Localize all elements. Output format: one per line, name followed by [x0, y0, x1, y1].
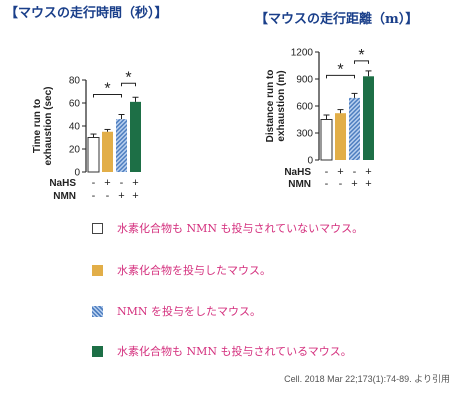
- treatment-sign: +: [351, 178, 357, 190]
- y-tick-label: 0: [74, 168, 80, 179]
- legend-text: 水素化合物も NMN も投与されていないマウス。: [117, 222, 364, 235]
- legend-swatch-green: [92, 345, 103, 357]
- significance-bracket: [121, 82, 136, 87]
- treatment-sign: +: [132, 177, 138, 189]
- treatment-sign: -: [339, 178, 343, 190]
- significance-bracket: [354, 60, 369, 64]
- right-chart-title: 【マウスの走行距離（m）】: [255, 12, 419, 27]
- y-axis-label-line: Distance run to: [265, 70, 276, 143]
- treatment-sign: +: [132, 190, 138, 202]
- treatment-sign: -: [106, 190, 110, 202]
- treatment-row-label: NMN: [53, 191, 76, 202]
- significance-star: *: [104, 81, 110, 98]
- y-tick-label: 1200: [291, 48, 314, 59]
- left-chart-title: 【マウスの走行時間（秒）】: [5, 6, 168, 21]
- y-axis-label-line: Time run to: [32, 99, 43, 153]
- treatment-sign: -: [325, 166, 329, 178]
- bar: [130, 101, 141, 172]
- legend-text: 水素化合物も NMN も投与されているマウス。: [117, 345, 352, 358]
- treatment-sign: -: [353, 166, 357, 178]
- time-chart: 0 20 40 60 80 Time run toexhaustion (sec) * * Na…: [32, 69, 141, 202]
- treatment-sign: +: [118, 190, 124, 202]
- y-tick-label: 60: [69, 99, 81, 110]
- treatment-sign: +: [337, 166, 343, 178]
- legend-item-none: 水素化合物も NMN も投与されていないマウス。: [92, 220, 363, 236]
- treatment-sign: -: [92, 190, 96, 202]
- treatment-sign: +: [365, 166, 371, 178]
- y-tick-label: 20: [69, 145, 81, 156]
- y-axis-label-line: exhaustion (m): [276, 70, 287, 141]
- y-tick-label: 900: [296, 75, 313, 86]
- treatment-sign: -: [325, 178, 329, 190]
- bar: [116, 119, 127, 172]
- y-axis-label: Distance run toexhaustion (m): [265, 70, 287, 143]
- significance-star: *: [358, 47, 364, 64]
- legend-item-both: 水素化合物も NMN も投与されているマウス。: [92, 343, 352, 359]
- bar: [102, 131, 113, 172]
- y-axis-label-line: exhaustion (sec): [43, 87, 54, 166]
- y-tick-label: 0: [307, 156, 313, 167]
- legend-swatch-hatched-blue: [92, 305, 103, 317]
- significance-bracket: [93, 94, 122, 98]
- treatment-row-label: NMN: [288, 179, 311, 190]
- legend-item-nmn: NMN を投与をしたマウス。: [92, 303, 261, 319]
- treatment-row-label: NaHS: [284, 167, 311, 178]
- significance-bracket: [326, 74, 355, 79]
- y-tick-label: 600: [296, 102, 313, 113]
- treatment-sign: +: [104, 177, 110, 189]
- citation: Cell. 2018 Mar 22;173(1):74-89. より引用: [284, 374, 450, 384]
- bar: [87, 137, 100, 173]
- legend-text: 水素化合物を投与したマウス。: [117, 264, 271, 277]
- legend-text: NMN を投与をしたマウス。: [117, 305, 262, 318]
- treatment-row-label: NaHS: [49, 178, 76, 189]
- significance-star: *: [337, 61, 343, 78]
- bar: [320, 119, 333, 161]
- y-axis-label: Time run toexhaustion (sec): [32, 87, 54, 166]
- bar: [363, 76, 374, 160]
- bar: [335, 113, 346, 160]
- legend-item-nahs: 水素化合物を投与したマウス。: [92, 262, 271, 278]
- treatment-sign: -: [92, 177, 96, 189]
- legend-swatch-orange: [92, 264, 103, 276]
- distance-chart: 0 300 600 900 1200 Distance run toexhaustion …: [265, 47, 374, 190]
- treatment-sign: +: [365, 178, 371, 190]
- y-tick-label: 80: [69, 76, 81, 87]
- y-tick-label: 300: [296, 129, 313, 140]
- y-tick-label: 40: [69, 122, 81, 133]
- bar: [349, 97, 360, 160]
- legend-swatch-white: [92, 222, 103, 234]
- treatment-sign: -: [120, 177, 124, 189]
- significance-star: *: [125, 69, 131, 86]
